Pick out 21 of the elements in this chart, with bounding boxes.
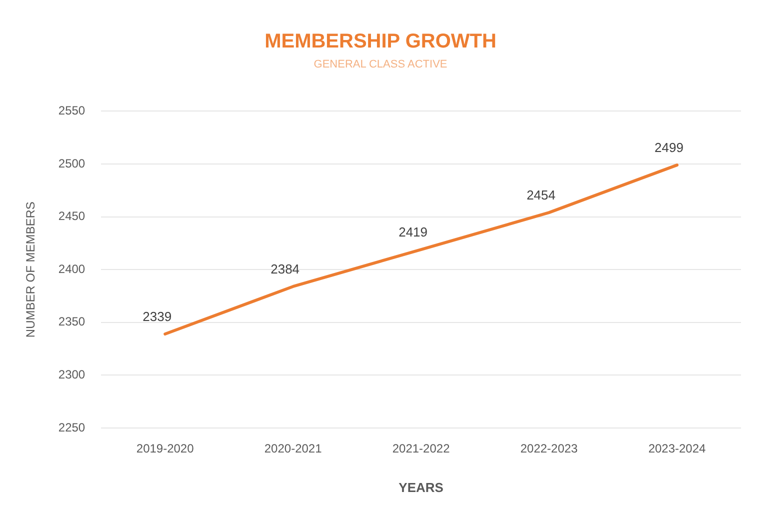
y-tick-label: 2500	[58, 156, 86, 170]
y-tick-label: 2450	[58, 209, 86, 224]
y-tick-label: 2350	[58, 314, 86, 329]
x-tick-label: 2020-2021	[264, 442, 322, 456]
y-axis-title: NUMBER OF MEMBERS	[24, 202, 38, 338]
data-label: 2454	[526, 188, 556, 203]
y-tick-label: 2400	[58, 262, 86, 276]
y-tick-label: 2550	[58, 104, 86, 118]
x-axis-title: YEARS	[398, 480, 444, 495]
chart-subtitle: GENERAL CLASS ACTIVE	[314, 58, 448, 71]
x-tick-label: 2022-2023	[520, 442, 578, 456]
chart-title: MEMBERSHIP GROWTH	[264, 30, 496, 53]
x-tick-label: 2019-2020	[136, 442, 194, 456]
x-tick-label: 2023-2024	[648, 442, 706, 456]
data-label: 2384	[270, 262, 300, 277]
data-label: 2339	[142, 309, 172, 324]
data-label: 2419	[398, 224, 428, 240]
data-label: 2499	[654, 140, 684, 156]
y-tick-label: 2250	[58, 420, 86, 434]
x-tick-label: 2021-2022	[392, 442, 450, 456]
y-tick-label: 2300	[58, 368, 86, 382]
